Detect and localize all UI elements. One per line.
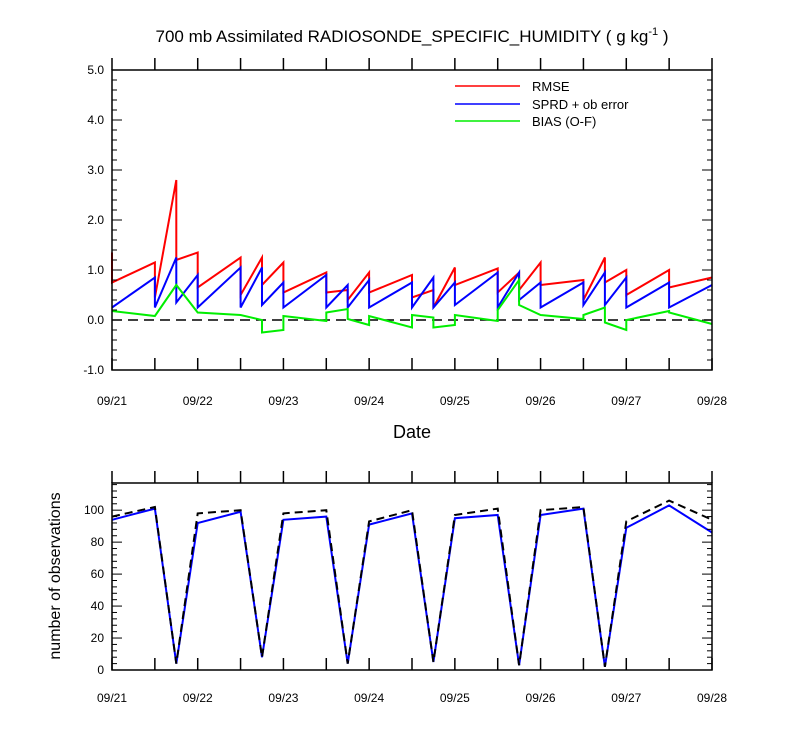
bottom-xtick-label: 09/25	[440, 691, 470, 705]
title-suffix: )	[658, 27, 668, 46]
top-ytick-label: 1.0	[87, 263, 104, 277]
bottom-series-line-0	[111, 504, 713, 667]
bottom-xtick-label: 09/23	[268, 691, 298, 705]
x-axis-label: Date	[393, 422, 431, 442]
legend: RMSE SPRD + ob error BIAS (O-F)	[455, 79, 629, 129]
bottom-series-group	[111, 499, 713, 667]
title-exponent: -1	[648, 26, 658, 38]
top-ytick-label: -1.0	[83, 363, 104, 377]
bottom-ytick-label: 80	[91, 535, 105, 549]
top-xtick-label: 09/26	[526, 394, 556, 408]
top-xtick-label: 09/27	[611, 394, 641, 408]
top-xtick-label: 09/28	[697, 394, 727, 408]
bottom-xtick-label: 09/28	[697, 691, 727, 705]
bottom-ytick-label: 40	[91, 599, 105, 613]
top-ytick-label: 5.0	[87, 63, 104, 77]
legend-label-rmse: RMSE	[532, 79, 570, 94]
title-main: 700 mb Assimilated RADIOSONDE_SPECIFIC_H…	[156, 27, 649, 46]
top-xtick-label: 09/21	[97, 394, 127, 408]
top-ticks-group	[111, 58, 713, 371]
top-ytick-label: 0.0	[87, 313, 104, 327]
bottom-xtick-label: 09/27	[611, 691, 641, 705]
bottom-series-line-1	[111, 499, 713, 667]
bottom-ytick-label: 20	[91, 631, 105, 645]
bottom-ytick-labels: 0 20 40 60 80 100	[84, 503, 104, 677]
bottom-plot-frame	[111, 482, 713, 671]
bottom-xtick-label: 09/24	[354, 691, 384, 705]
top-series-line-2	[111, 276, 713, 334]
legend-label-sprd: SPRD + ob error	[532, 97, 629, 112]
top-series-line-1	[111, 257, 713, 312]
chart-title: 700 mb Assimilated RADIOSONDE_SPECIFIC_H…	[156, 26, 669, 46]
top-xtick-labels: 09/21 09/22 09/23 09/24 09/25 09/26 09/27 09/28	[97, 394, 727, 408]
top-xtick-label: 09/23	[268, 394, 298, 408]
bottom-ytick-label: 0	[97, 663, 104, 677]
top-ytick-labels: -1.0 0.0 1.0 2.0 3.0 4.0 5.0	[83, 63, 104, 377]
y-axis-label-observations: number of observations	[47, 492, 64, 659]
bottom-xtick-label: 09/22	[183, 691, 213, 705]
legend-label-bias: BIAS (O-F)	[532, 114, 596, 129]
top-panel: -1.00.01.02.03.04.05.0 09/21 09/22 09/23 09…	[83, 58, 727, 442]
bottom-ytick-label: 100	[84, 503, 104, 517]
bottom-ytick-label: 60	[91, 567, 105, 581]
top-ytick-label: 3.0	[87, 163, 104, 177]
top-xtick-label: 09/24	[354, 394, 384, 408]
bottom-xtick-labels: 09/21 09/22 09/23 09/24 09/25 09/26 09/27 09/28	[97, 691, 727, 705]
top-xtick-label: 09/25	[440, 394, 470, 408]
top-series-group	[111, 179, 713, 334]
bottom-xtick-label: 09/21	[97, 691, 127, 705]
bottom-ticks-group	[111, 471, 713, 671]
top-ytick-label: 2.0	[87, 213, 104, 227]
top-ytick-label: 4.0	[87, 113, 104, 127]
bottom-xtick-label: 09/26	[526, 691, 556, 705]
top-xtick-label: 09/22	[183, 394, 213, 408]
